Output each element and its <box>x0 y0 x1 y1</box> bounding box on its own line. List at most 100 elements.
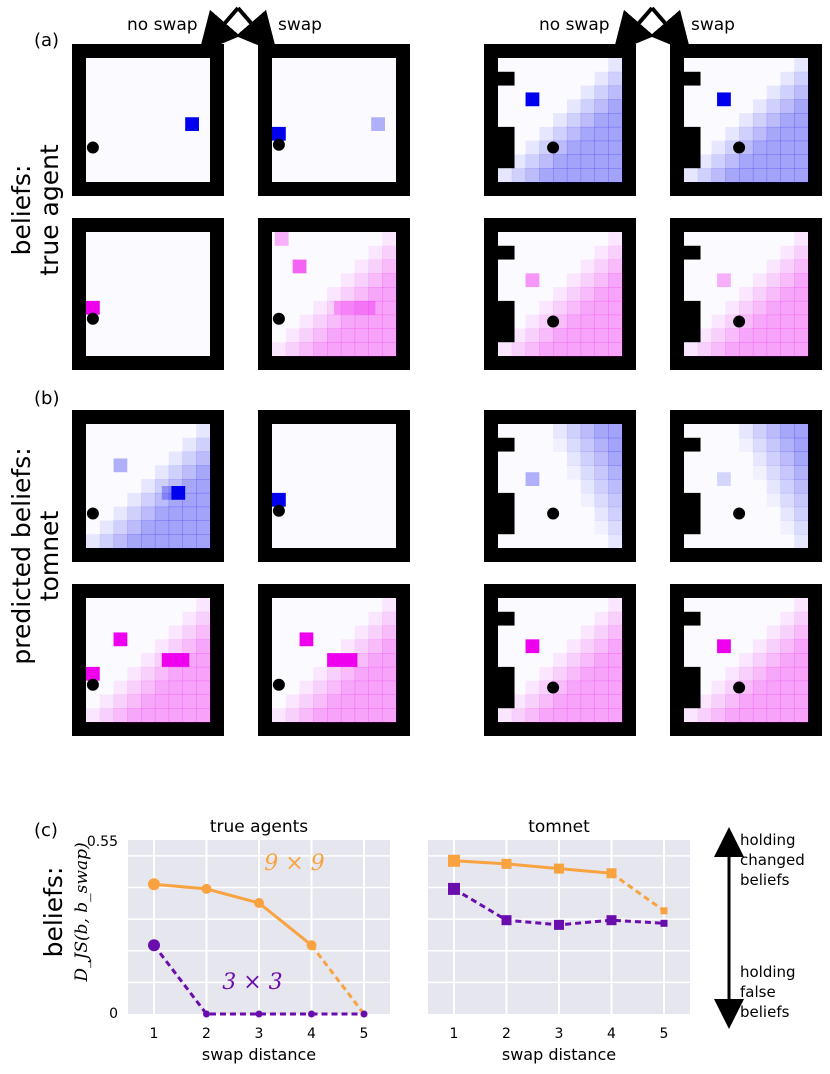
belief-cell <box>766 85 781 100</box>
belief-cell <box>113 708 128 723</box>
belief-cell <box>566 168 582 183</box>
belief-cell <box>539 342 554 357</box>
row-b-label-2: tomnet <box>35 511 64 602</box>
belief-cell <box>368 639 383 654</box>
series-line <box>153 882 313 947</box>
belief-object <box>274 232 289 246</box>
belief-cell <box>354 300 369 316</box>
belief-cell <box>780 300 795 316</box>
belief-cell <box>752 99 768 114</box>
belief-cell <box>368 694 383 709</box>
belief-cell <box>382 611 397 627</box>
belief-cell <box>354 625 369 640</box>
belief-cell <box>580 424 595 439</box>
x-tick-label: 5 <box>660 1026 669 1042</box>
belief-cell <box>553 424 568 439</box>
belief-cell <box>168 506 183 521</box>
belief-cell <box>313 694 328 709</box>
belief-cell <box>382 328 397 343</box>
belief-object <box>717 639 731 654</box>
belief-cell <box>780 126 795 142</box>
belief-cell <box>608 71 623 87</box>
belief-cell <box>566 680 582 695</box>
belief-cell <box>525 154 540 169</box>
belief-cell <box>368 273 383 288</box>
belief-cell <box>196 680 211 695</box>
belief-object <box>327 653 358 667</box>
belief-cell <box>711 342 726 357</box>
belief-cell <box>168 625 183 640</box>
belief-cell <box>780 680 795 695</box>
belief-cell <box>766 314 781 329</box>
belief-cell <box>340 680 356 695</box>
belief-cell <box>539 154 554 169</box>
belief-cell <box>794 465 809 480</box>
belief-cell <box>780 328 795 343</box>
belief-cell <box>794 666 809 682</box>
belief-object <box>717 92 731 107</box>
belief-cell <box>594 140 609 155</box>
belief-cell <box>154 694 170 709</box>
belief-cell <box>539 168 554 183</box>
belief-cell <box>780 437 795 453</box>
belief-cell <box>794 598 809 613</box>
belief-cell <box>539 328 554 343</box>
belief-cell <box>725 328 740 343</box>
belief-cell <box>340 314 356 329</box>
belief-cell <box>327 314 342 329</box>
panel-b-label: (b) <box>34 388 59 409</box>
belief-cell <box>697 154 713 169</box>
header-no-swap-2: no swap <box>539 15 610 35</box>
data-point <box>254 897 264 908</box>
belief-cell <box>794 492 809 508</box>
belief-cell <box>580 437 595 453</box>
belief-cell <box>594 245 609 261</box>
belief-cell <box>553 287 568 302</box>
y-tick-label: 0 <box>109 1006 118 1022</box>
belief-cell <box>794 639 809 654</box>
belief-cell <box>154 639 170 654</box>
belief-cell <box>711 154 726 169</box>
x-tick-label: 2 <box>202 1026 211 1042</box>
belief-cell <box>196 666 211 682</box>
belief-cell <box>141 680 156 695</box>
belief-cell <box>99 694 115 709</box>
belief-cell <box>168 465 183 480</box>
belief-cell <box>766 126 781 142</box>
belief-cell <box>141 708 156 723</box>
belief-cell <box>739 342 754 357</box>
belief-cell <box>594 168 609 183</box>
belief-object <box>371 117 385 132</box>
belief-cell <box>182 465 197 480</box>
belief-cell <box>608 598 623 613</box>
belief-cell <box>354 694 369 709</box>
belief-cell <box>382 342 397 357</box>
belief-cell <box>794 451 809 466</box>
agent-marker <box>733 507 746 520</box>
arrow-bottom-line2: false <box>740 983 776 1001</box>
belief-cell <box>608 168 623 183</box>
belief-cell <box>794 534 809 549</box>
belief-cell <box>313 342 328 357</box>
belief-cell <box>113 694 128 709</box>
belief-cell <box>382 245 397 261</box>
belief-cell <box>525 140 540 155</box>
belief-cell <box>752 168 768 183</box>
belief-cell <box>766 639 781 654</box>
belief-cell <box>780 520 795 535</box>
data-point <box>308 1010 315 1018</box>
belief-cell <box>766 259 781 274</box>
belief-cell <box>553 113 568 128</box>
grid-floor <box>498 58 622 182</box>
belief-cell <box>354 273 369 288</box>
data-point <box>203 1010 210 1018</box>
grid-world-15 <box>670 584 822 736</box>
belief-cell <box>354 342 369 357</box>
header-swap-1: swap <box>278 15 322 35</box>
belief-cell <box>594 625 609 640</box>
belief-cell <box>368 708 383 723</box>
belief-cell <box>154 680 170 695</box>
belief-cell <box>739 287 754 302</box>
belief-cell <box>780 506 795 521</box>
belief-cell <box>608 126 623 142</box>
